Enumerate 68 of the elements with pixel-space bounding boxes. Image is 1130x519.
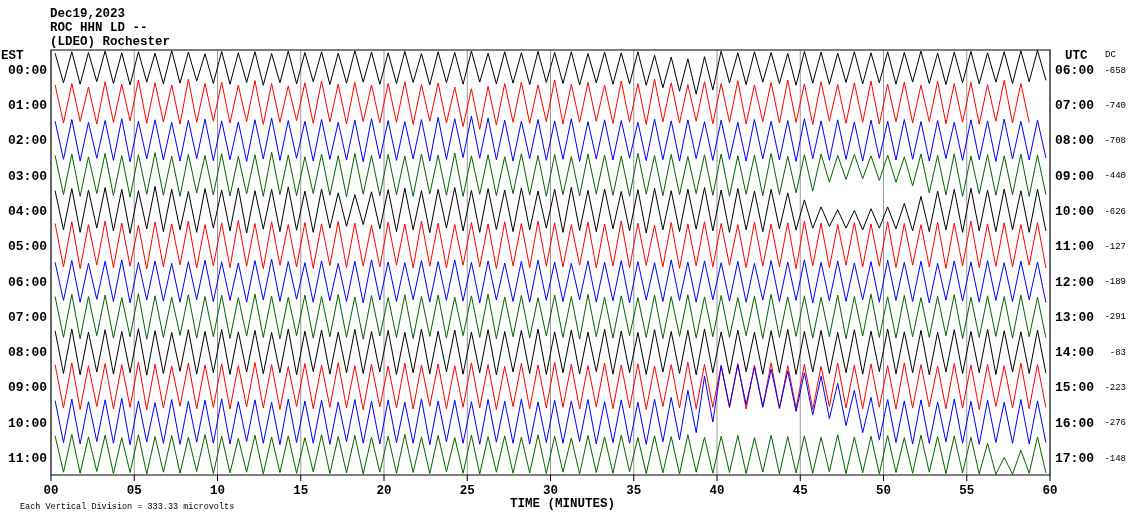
text: -626 [1104, 206, 1126, 217]
x-tick-label: 60 [1042, 484, 1058, 498]
text: DC [1105, 50, 1117, 60]
y-tick-label: 01:00 [7, 98, 48, 114]
line-series [54, 361, 1047, 411]
y2-tick-label: 17:00 [1055, 450, 1095, 466]
y-tick-label: 07:00 [7, 309, 48, 325]
y2-tick-label: 14:00 [1055, 345, 1095, 361]
y2-tick-label: 06:00 [1055, 62, 1095, 78]
x-tick-label: 25 [459, 484, 475, 498]
y2-tick-label: 10:00 [1055, 204, 1095, 220]
line-series [54, 185, 1047, 234]
y2-tick-label: 16:00 [1055, 415, 1095, 431]
x-tick-label: 05 [126, 484, 142, 498]
y2-tick-label: 09:00 [1055, 168, 1095, 184]
x-tick-label: 20 [376, 484, 392, 498]
x-tick-label: 40 [709, 484, 725, 498]
x-tick-label: 00 [43, 484, 59, 498]
text: (LDEO) Rochester [50, 35, 171, 49]
line-series [54, 364, 1047, 446]
x-axis-title: TIME (MINUTES) [509, 497, 616, 511]
text: -189 [1104, 277, 1126, 288]
chart-subtitle: ROC HHN LD -- [50, 21, 148, 35]
y2-tick-label: 13:00 [1055, 309, 1095, 325]
y2-axis-title: UTC [1065, 49, 1088, 63]
y2-tick-label: 15:00 [1055, 380, 1095, 396]
text: -223 [1104, 382, 1126, 393]
y2-tick-label: 07:00 [1055, 98, 1095, 114]
y-tick-label: 04:00 [7, 204, 48, 220]
y-tick-label: 00:00 [7, 62, 48, 78]
y-tick-label: 06:00 [7, 274, 48, 290]
x-tick-label: 55 [959, 484, 975, 498]
text: -83 [1109, 347, 1126, 358]
y-tick-label: 11:00 [7, 450, 48, 466]
x-tick-label: 30 [542, 484, 559, 498]
chart-title: Dec19,2023 [50, 7, 126, 21]
line-series [54, 78, 1030, 130]
y-tick-label: 08:00 [7, 345, 48, 361]
y-tick-label: 05:00 [7, 239, 48, 255]
y2-tick-label: 08:00 [1055, 133, 1095, 149]
text: -127 [1104, 241, 1126, 252]
text: -148 [1104, 453, 1126, 464]
line-series [54, 328, 1047, 376]
text: -658 [1104, 65, 1126, 76]
y2-tick-label: 12:00 [1055, 274, 1095, 290]
text: -276 [1104, 418, 1126, 429]
line-series [54, 115, 1047, 163]
x-tick-label: 50 [875, 484, 892, 498]
line-series [54, 433, 1047, 475]
text: -708 [1104, 136, 1126, 147]
y-tick-label: 03:00 [7, 168, 48, 184]
y-tick-label: 02:00 [7, 133, 48, 149]
x-tick-label: 45 [792, 484, 808, 498]
line-series [54, 151, 1047, 198]
y-tick-label: 10:00 [7, 415, 48, 431]
text: -440 [1104, 171, 1126, 182]
y2-tick-label: 11:00 [1055, 239, 1095, 255]
text: Each Vertical Division = 333.33 microvolts [20, 502, 235, 512]
x-tick-label: 15 [293, 484, 309, 498]
x-tick-label: 35 [626, 484, 642, 498]
y-axis-title: EST [1, 49, 24, 63]
x-tick-label: 10 [209, 484, 226, 498]
y-tick-label: 09:00 [7, 380, 48, 396]
line-series [54, 258, 1047, 304]
text: -740 [1104, 100, 1126, 111]
line-series [54, 219, 1047, 270]
text: -291 [1104, 312, 1126, 323]
line-series [54, 293, 1047, 340]
